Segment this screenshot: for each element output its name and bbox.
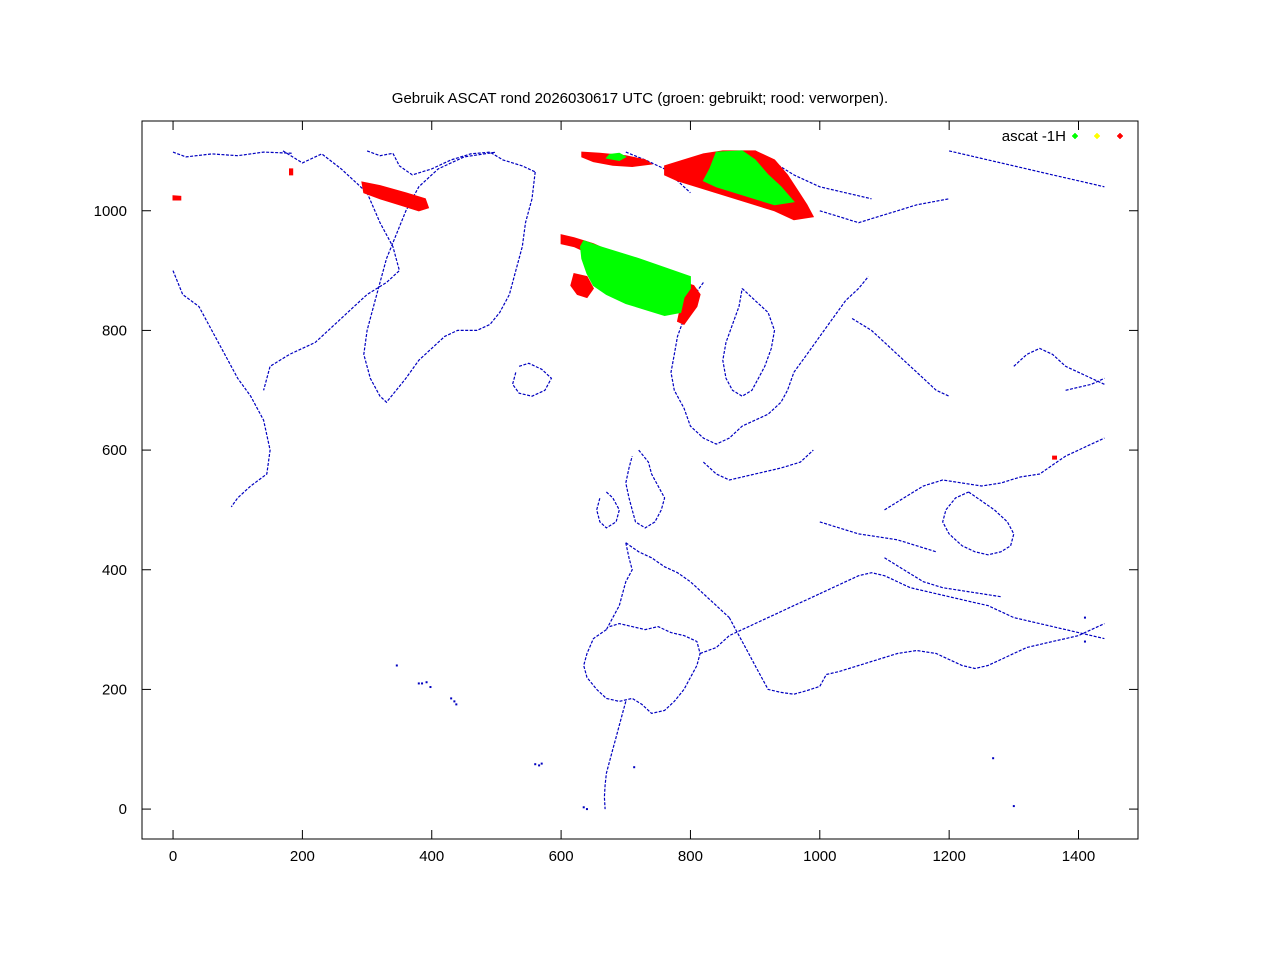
coastline-line-2 <box>263 150 401 391</box>
x-tick-label-400: 400 <box>419 848 444 865</box>
coastline-dots-point-11 <box>582 806 585 809</box>
coastline-line-4 <box>363 151 536 404</box>
x-tick-label-800: 800 <box>678 848 703 865</box>
coastline-dots-point-13 <box>992 757 995 760</box>
coastline-dots-point-8 <box>534 763 537 766</box>
rejected-swath-8 <box>1052 455 1057 460</box>
coastline-dots-point-6 <box>453 700 456 703</box>
legend-label: ascat -1H <box>1002 128 1066 145</box>
coastline-line-0 <box>172 151 293 158</box>
coastline-line-22 <box>942 491 1015 556</box>
legend-marker-1 <box>1093 132 1101 140</box>
legend: ascat -1H <box>1002 128 1124 145</box>
rejected-swath-1 <box>289 168 294 176</box>
coastline-dots-point-16 <box>1083 640 1086 643</box>
rejected-swath-6 <box>570 273 594 299</box>
axes: 0 200 400 600 800 1000 1200 1400 0 200 400 600 800 10… <box>94 120 1139 865</box>
plot-frame <box>141 120 1139 840</box>
legend-swatches <box>1071 132 1124 140</box>
y-tick-label-1000: 1000 <box>94 203 127 220</box>
coastline-line-3 <box>366 150 536 176</box>
used-swath-1 <box>605 152 627 162</box>
x-tick-label-0: 0 <box>169 848 177 865</box>
coastline-line-10 <box>702 449 814 481</box>
coastline-dots-point-17 <box>1083 616 1086 619</box>
coastline-line-13 <box>625 542 730 619</box>
rejected-swath-2 <box>361 181 430 212</box>
plot-area <box>172 150 1105 811</box>
coastline-dots-point-2 <box>421 682 424 685</box>
coastline-line-11 <box>625 449 666 529</box>
coastline-line-20 <box>826 623 1105 676</box>
coastline-line-16 <box>603 701 627 810</box>
x-tick-label-1400: 1400 <box>1062 848 1095 865</box>
coastline-line-17 <box>699 593 821 655</box>
coastline-line-29 <box>884 557 1001 598</box>
coastline-line-5 <box>511 362 553 397</box>
coastline-line-9 <box>819 198 950 224</box>
coastline-line-1 <box>172 270 271 508</box>
chart-title: Gebruik ASCAT rond 2026030617 UTC (groen… <box>392 90 888 107</box>
x-tick-label-600: 600 <box>549 848 574 865</box>
coastline-line-7 <box>670 276 869 445</box>
coastline-dots-point-5 <box>450 697 453 700</box>
coastline-dots-point-0 <box>395 664 398 667</box>
coastline-line-19 <box>819 572 1105 640</box>
x-tick-label-1200: 1200 <box>932 848 965 865</box>
x-tick-label-200: 200 <box>290 848 315 865</box>
y-tick-label-600: 600 <box>102 442 127 459</box>
coastline-dots-point-7 <box>455 703 458 706</box>
coastline-dots-point-1 <box>417 682 420 685</box>
coastline-dots-point-12 <box>585 808 588 811</box>
coastline-line-21 <box>884 437 1105 511</box>
y-tick-label-200: 200 <box>102 681 127 698</box>
coastline-dots-point-15 <box>633 766 636 769</box>
legend-marker-2 <box>1116 132 1124 140</box>
rejected-swath-0 <box>172 195 182 201</box>
y-tick-label-400: 400 <box>102 562 127 579</box>
coastline-dots-point-4 <box>429 686 432 689</box>
y-tick-label-800: 800 <box>102 322 127 339</box>
coastline-dots-point-14 <box>1012 805 1015 808</box>
coastline-dots-point-3 <box>425 681 428 684</box>
coastline-line-14 <box>605 542 633 630</box>
coastline-line-12 <box>596 491 620 529</box>
coastline-line-15 <box>583 622 701 715</box>
coastline-line-18 <box>728 617 827 695</box>
legend-marker-0 <box>1071 132 1079 140</box>
coastline-dots-point-10 <box>540 762 543 765</box>
coastline-dots-point-9 <box>538 764 541 767</box>
used-swath-2 <box>579 240 691 317</box>
y-tick-label-0: 0 <box>119 801 127 818</box>
x-tick-label-1000: 1000 <box>803 848 836 865</box>
coastline-line-24 <box>1013 347 1105 385</box>
used-swath-0 <box>702 150 795 206</box>
coastline-line-25 <box>948 150 1105 188</box>
coastline-line-28 <box>819 521 937 553</box>
